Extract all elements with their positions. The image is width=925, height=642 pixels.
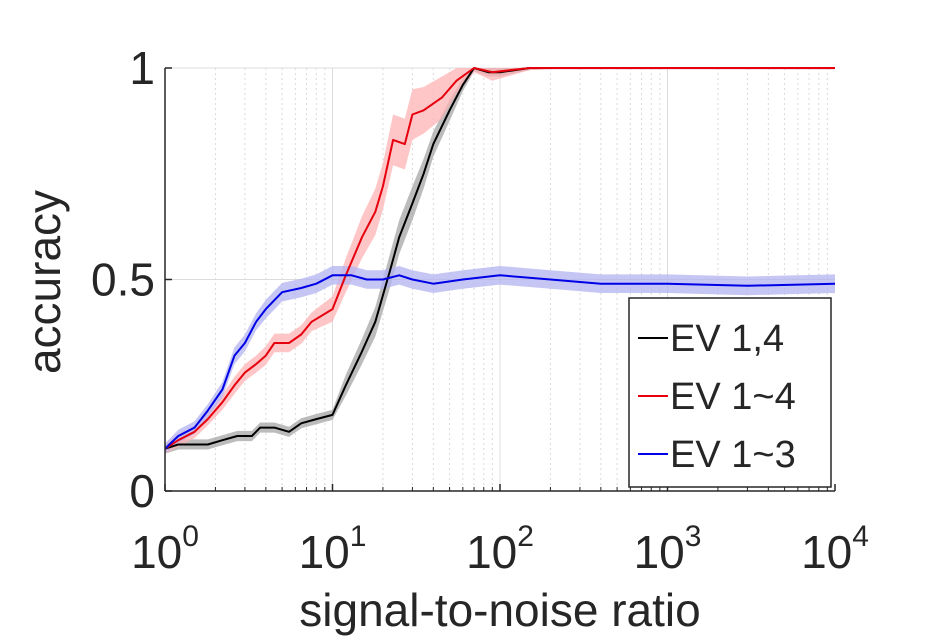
y-axis-title: accuracy (18, 190, 70, 374)
x-tick-label: 101 (299, 520, 367, 578)
legend-label-series-2: EV 1~4 (670, 376, 796, 418)
x-tick-label: 100 (131, 520, 199, 578)
y-tick-label: 1 (129, 42, 155, 94)
legend-box (628, 297, 832, 488)
legend-label-series-1: EV 1,4 (670, 318, 784, 360)
legend: EV 1,4 EV 1~4 EV 1~3 (628, 297, 832, 488)
x-tick-label: 104 (801, 520, 869, 578)
x-axis-title: signal-to-noise ratio (299, 584, 700, 636)
x-tick-label: 102 (466, 520, 534, 578)
x-tick-label: 103 (634, 520, 702, 578)
y-tick-label: 0 (129, 465, 155, 517)
series-lines (164, 67, 836, 450)
legend-label-series-3: EV 1~3 (670, 434, 796, 476)
y-tick-label: 0.5 (91, 254, 155, 306)
line-series-3 (164, 274, 836, 450)
tick-labels: 0 0.5 1 100 101 102 103 104 (91, 42, 869, 578)
